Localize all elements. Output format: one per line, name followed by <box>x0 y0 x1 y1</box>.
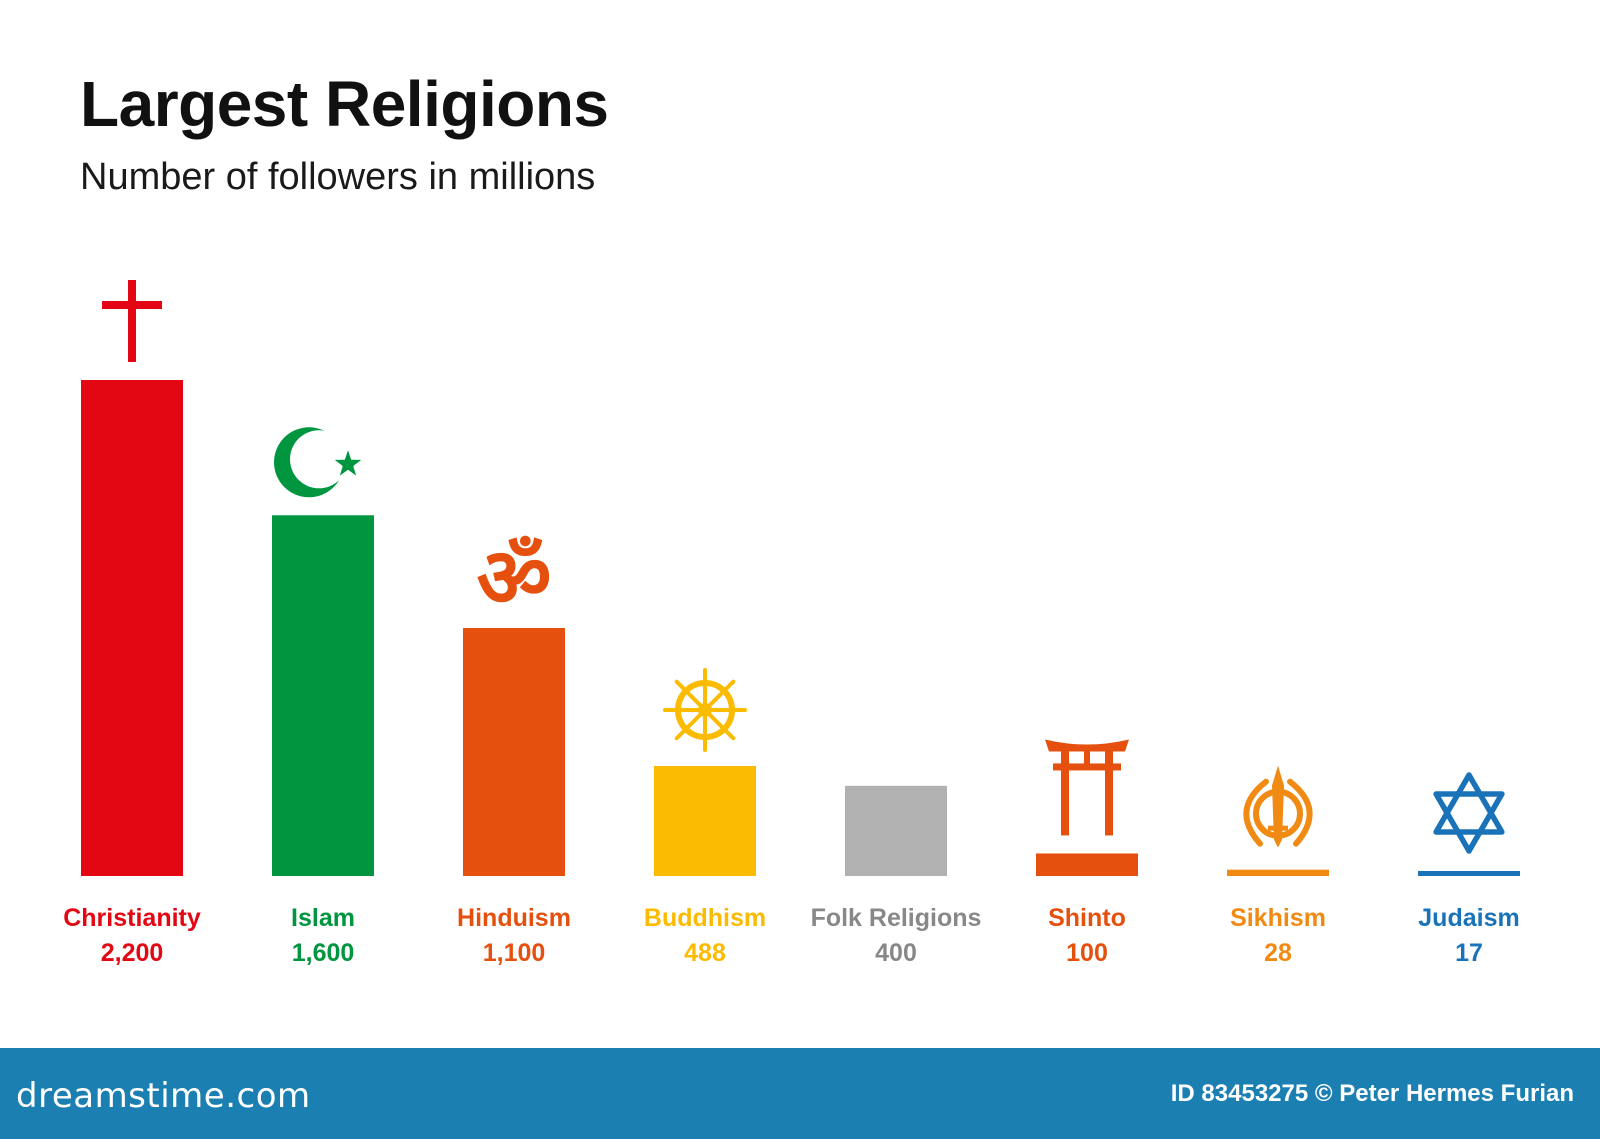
icons-group: ॐ <box>102 280 1505 854</box>
bar-sikhism <box>1227 869 1329 876</box>
om-icon: ॐ <box>477 531 552 626</box>
category-label: Buddhism <box>644 904 766 932</box>
bar-christianity <box>81 380 183 876</box>
labels-group: Christianity 2,200 Islam 1,600 Hinduism 1,100… <box>63 904 1519 967</box>
value-label: 488 <box>684 939 726 967</box>
dharma-wheel-icon <box>663 667 747 752</box>
category-label: Sikhism <box>1230 904 1326 932</box>
bar-folk-religions <box>845 785 947 876</box>
value-label: 1,600 <box>292 939 355 967</box>
bar-shinto <box>1036 853 1138 876</box>
value-label: 17 <box>1455 939 1483 967</box>
value-label: 100 <box>1066 939 1108 967</box>
crescent-star-icon <box>274 427 362 498</box>
bars-group <box>81 380 1520 876</box>
bar-judaism <box>1418 871 1520 876</box>
value-label: 1,100 <box>483 939 546 967</box>
khanda-icon <box>1243 765 1313 848</box>
bar-chart: ॐ Christianity 2,200 Islam 1,600 Hinduism 1,1… <box>63 280 1520 967</box>
chart-title: Largest Religions <box>80 68 609 140</box>
svg-text:ॐ: ॐ <box>477 531 552 626</box>
category-label: Folk Religions <box>811 904 982 932</box>
chart-subtitle: Number of followers in millions <box>80 156 596 198</box>
footer-bar: dreamstime.com ID 83453275 © Peter Herme… <box>0 1048 1600 1139</box>
cross-icon <box>102 280 162 362</box>
value-label: 400 <box>875 939 917 967</box>
bar-islam <box>272 515 374 876</box>
torii-gate-icon <box>1045 739 1129 836</box>
category-label: Christianity <box>63 904 201 932</box>
category-label: Judaism <box>1418 904 1519 932</box>
value-label: 2,200 <box>101 939 164 967</box>
bar-hinduism <box>463 628 565 876</box>
category-label: Hinduism <box>457 904 571 932</box>
footer-credit: ID 83453275 © Peter Hermes Furian <box>1170 1080 1574 1107</box>
category-label: Islam <box>291 904 355 932</box>
bar-buddhism <box>654 765 756 876</box>
star-of-david-icon <box>1433 772 1505 854</box>
category-label: Shinto <box>1048 904 1126 932</box>
footer-brand[interactable]: dreamstime.com <box>16 1076 311 1116</box>
value-label: 28 <box>1264 939 1292 967</box>
